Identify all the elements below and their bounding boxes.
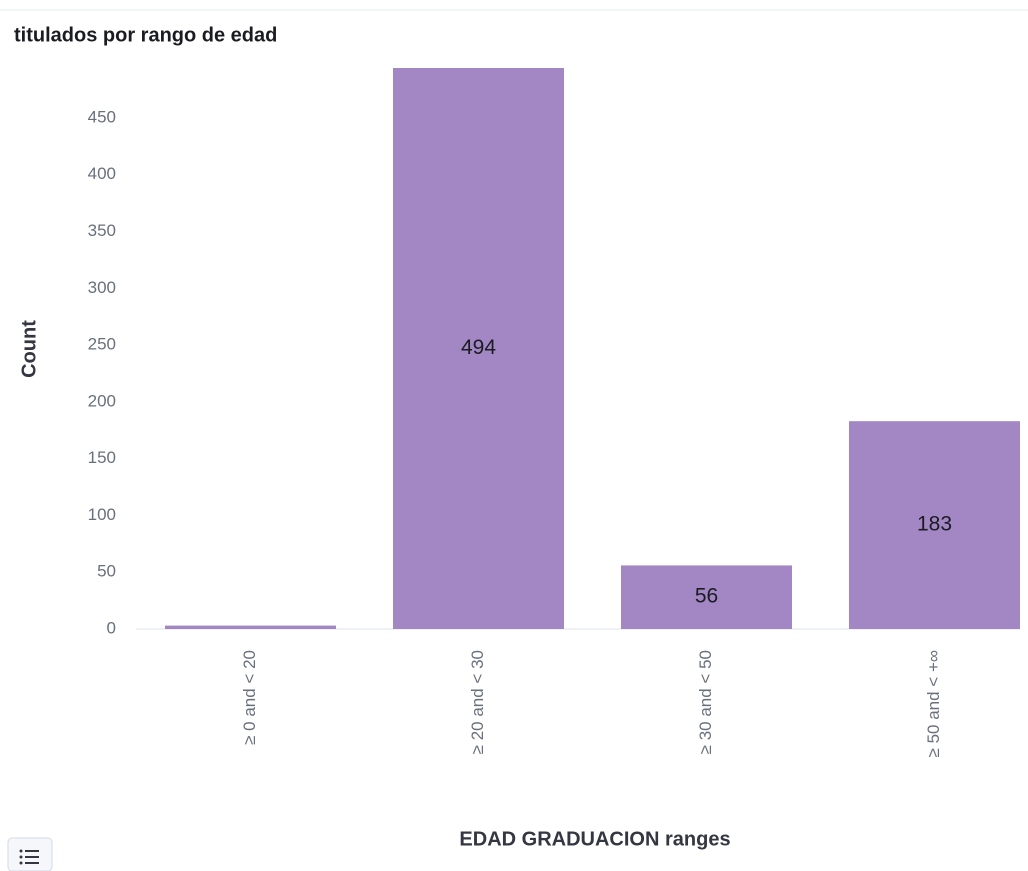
legend-button[interactable] xyxy=(7,837,53,871)
y-tick-label: 250 xyxy=(88,335,116,354)
y-tick-label: 50 xyxy=(97,562,116,581)
bar xyxy=(165,625,336,629)
x-tick-label: ≥ 30 and < 50 xyxy=(696,650,715,754)
y-tick-label: 300 xyxy=(88,278,116,297)
legend-toggle[interactable] xyxy=(7,837,53,871)
y-tick-label: 0 xyxy=(107,618,116,637)
x-axis-title: EDAD GRADUACION ranges xyxy=(459,828,730,850)
y-axis-title: Count xyxy=(18,320,40,378)
data-label: 494 xyxy=(461,336,496,359)
bar xyxy=(621,565,792,629)
y-tick-label: 150 xyxy=(88,448,116,467)
chart-title: titulados por rango de edad xyxy=(14,24,277,46)
x-tick-label: ≥ 50 and < +∞ xyxy=(924,650,943,757)
y-tick-label: 200 xyxy=(88,391,116,410)
bar xyxy=(393,68,564,629)
y-tick-label: 400 xyxy=(88,164,116,183)
y-tick-label: 100 xyxy=(88,505,116,524)
y-tick-label: 450 xyxy=(88,107,116,126)
x-tick-label: ≥ 20 and < 30 xyxy=(468,650,487,754)
y-tick-label: 350 xyxy=(88,221,116,240)
legend-icon xyxy=(19,849,39,865)
data-label: 183 xyxy=(917,513,952,536)
x-tick-label: ≥ 0 and < 20 xyxy=(240,650,259,745)
bar xyxy=(849,421,1020,629)
data-label: 56 xyxy=(695,585,718,608)
